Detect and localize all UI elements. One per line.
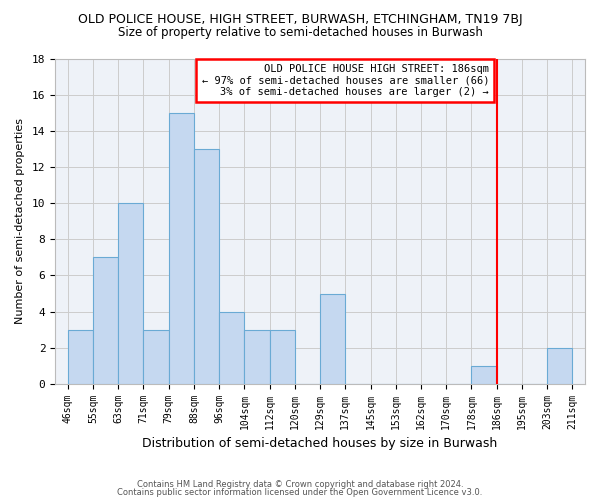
X-axis label: Distribution of semi-detached houses by size in Burwash: Distribution of semi-detached houses by …: [142, 437, 498, 450]
Text: Contains HM Land Registry data © Crown copyright and database right 2024.: Contains HM Land Registry data © Crown c…: [137, 480, 463, 489]
Bar: [143, 330, 169, 384]
Bar: [320, 294, 346, 384]
Bar: [68, 330, 93, 384]
Text: Contains public sector information licensed under the Open Government Licence v3: Contains public sector information licen…: [118, 488, 482, 497]
Y-axis label: Number of semi-detached properties: Number of semi-detached properties: [15, 118, 25, 324]
Text: OLD POLICE HOUSE HIGH STREET: 186sqm
← 97% of semi-detached houses are smaller (: OLD POLICE HOUSE HIGH STREET: 186sqm ← 9…: [202, 64, 489, 97]
Text: OLD POLICE HOUSE, HIGH STREET, BURWASH, ETCHINGHAM, TN19 7BJ: OLD POLICE HOUSE, HIGH STREET, BURWASH, …: [77, 12, 523, 26]
Text: Size of property relative to semi-detached houses in Burwash: Size of property relative to semi-detach…: [118, 26, 482, 39]
Bar: [269, 330, 295, 384]
Bar: [118, 204, 143, 384]
Bar: [169, 113, 194, 384]
Bar: [194, 149, 219, 384]
Bar: [547, 348, 572, 384]
Bar: [93, 258, 118, 384]
Bar: [244, 330, 269, 384]
Bar: [219, 312, 244, 384]
Bar: [472, 366, 497, 384]
